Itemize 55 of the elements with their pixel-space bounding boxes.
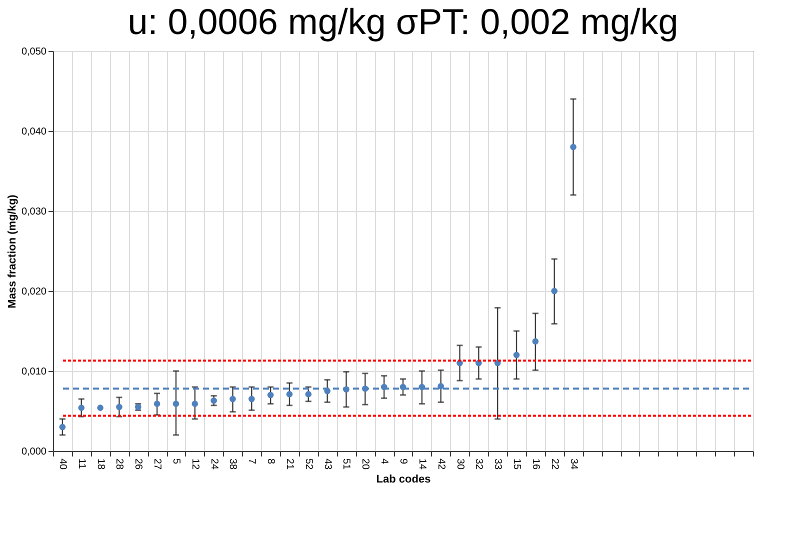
point bbox=[78, 404, 85, 411]
x-tick-label: 24 bbox=[208, 458, 220, 470]
x-tick-label: 52 bbox=[302, 458, 314, 470]
y-tick-label: 0,030 bbox=[21, 206, 47, 218]
point bbox=[248, 396, 255, 402]
x-tick-label: 15 bbox=[511, 458, 522, 470]
x-tick-label: 27 bbox=[152, 458, 163, 470]
x-tick-label: 26 bbox=[132, 458, 144, 470]
point bbox=[116, 404, 122, 410]
x-tick-label: 38 bbox=[227, 458, 238, 470]
x-tick-label: 11 bbox=[76, 458, 87, 470]
point bbox=[59, 424, 66, 430]
x-tick-label: 9 bbox=[398, 458, 408, 464]
point bbox=[230, 396, 236, 402]
point bbox=[551, 288, 558, 294]
point bbox=[154, 400, 160, 407]
x-tick-label: 12 bbox=[189, 458, 200, 470]
y-tick-label: 0,040 bbox=[21, 126, 47, 138]
y-tick-label: 0,010 bbox=[21, 366, 47, 378]
x-tick-label: 5 bbox=[170, 458, 182, 464]
point bbox=[438, 383, 444, 390]
x-axis-title: Lab codes bbox=[376, 474, 431, 486]
x-tick-label: 22 bbox=[548, 458, 560, 470]
x-tick-label: 16 bbox=[530, 458, 541, 470]
x-tick-label: 51 bbox=[340, 458, 352, 470]
point bbox=[305, 391, 312, 398]
x-tick-label: 21 bbox=[284, 458, 295, 470]
x-tick-label: 43 bbox=[322, 458, 333, 470]
point bbox=[532, 338, 539, 345]
point bbox=[192, 400, 198, 407]
x-tick-label: 42 bbox=[435, 458, 446, 470]
x-tick-label: 8 bbox=[265, 458, 276, 464]
point bbox=[97, 404, 104, 411]
point bbox=[210, 397, 217, 404]
y-tick-label: 0,000 bbox=[21, 446, 47, 458]
y-tick-label: 0,050 bbox=[21, 46, 47, 58]
x-tick-label: 14 bbox=[416, 458, 428, 470]
x-tick-label: 40 bbox=[56, 458, 68, 470]
chart-title: u: 0,0006 mg/kg σPT: 0,002 mg/kg bbox=[128, 1, 678, 42]
x-tick-label: 28 bbox=[114, 458, 125, 470]
y-tick-label: 0,020 bbox=[21, 286, 47, 298]
point bbox=[286, 391, 293, 398]
x-tick-label: 30 bbox=[454, 458, 466, 470]
x-tick-label: 4 bbox=[378, 458, 390, 464]
y-axis-title: Mass fraction (mg/kg) bbox=[6, 194, 18, 308]
x-tick-label: 34 bbox=[568, 458, 579, 470]
x-tick-label: 33 bbox=[492, 458, 504, 470]
point bbox=[570, 144, 576, 150]
x-tick-label: 18 bbox=[94, 458, 106, 470]
point bbox=[267, 392, 274, 398]
x-tick-label: 32 bbox=[473, 458, 484, 470]
x-tick-label: 20 bbox=[360, 458, 371, 470]
x-tick-label: 7 bbox=[246, 458, 258, 464]
point bbox=[513, 352, 520, 358]
point bbox=[172, 400, 180, 407]
